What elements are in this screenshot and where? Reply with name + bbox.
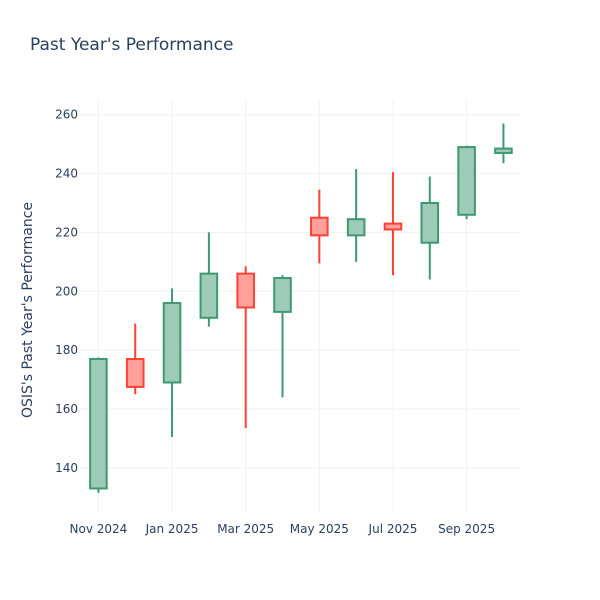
candle: [494, 123, 513, 164]
candle: [310, 189, 329, 264]
candle-body: [125, 357, 145, 388]
y-tick-label: 220: [55, 225, 78, 239]
candle: [162, 288, 182, 437]
candle: [236, 266, 255, 429]
x-tick-label: Sep 2025: [438, 522, 495, 536]
candle: [125, 323, 145, 395]
y-tick-label: 160: [55, 402, 78, 416]
candle-body: [494, 147, 513, 154]
candle-body: [310, 216, 329, 237]
candle-body: [383, 222, 403, 231]
candle: [199, 232, 219, 327]
candle-body: [273, 277, 292, 313]
candle-body: [420, 202, 440, 244]
x-tick-label: Jan 2025: [145, 522, 199, 536]
tick-layer: 140 160 180 200 220 240 260 Nov 2024 Jan 2025 Mar…: [55, 108, 495, 536]
y-tick-label: 260: [55, 108, 78, 122]
y-tick-label: 140: [55, 461, 78, 475]
x-tick-label: Mar 2025: [217, 522, 274, 536]
candle-layer: [89, 123, 513, 493]
candle: [457, 145, 476, 220]
grid-layer: [80, 100, 520, 512]
candle-body: [89, 357, 108, 490]
candle-body: [457, 146, 476, 216]
chart-title: Past Year's Performance: [30, 35, 234, 55]
y-tick-label: 200: [55, 284, 78, 298]
candle: [273, 275, 292, 398]
y-tick-label: 180: [55, 343, 78, 357]
candle: [346, 169, 366, 262]
candle: [420, 176, 440, 280]
candle-body: [199, 272, 219, 319]
x-tick-label: Nov 2024: [70, 522, 128, 536]
x-tick-label: Jul 2025: [368, 522, 418, 536]
candle-body: [236, 272, 255, 309]
y-axis-title: OSIS's Past Year's Performance: [20, 202, 36, 418]
candle-body: [346, 218, 366, 237]
x-tick-label: May 2025: [290, 522, 349, 536]
y-tick-label: 240: [55, 167, 78, 181]
candle-body: [162, 302, 182, 384]
candle: [383, 172, 403, 276]
candle: [89, 357, 108, 493]
